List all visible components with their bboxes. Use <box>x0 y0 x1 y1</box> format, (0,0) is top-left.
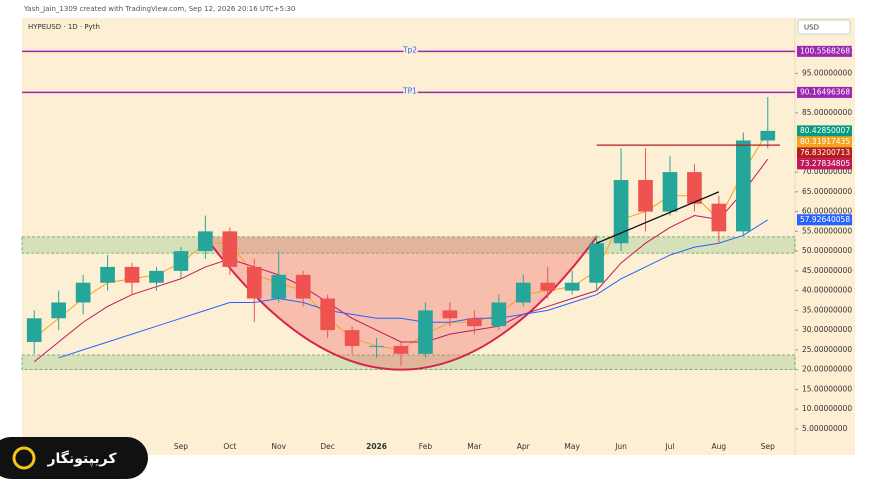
watermark: کریپتونگار <box>0 437 148 479</box>
candle-body <box>564 282 580 291</box>
y-tick-label: 95.00000000 <box>802 68 852 77</box>
candle-body <box>687 172 702 204</box>
y-tick-label: 40.00000000 <box>802 286 852 295</box>
x-tick-label: Sep <box>174 442 188 451</box>
candle-body <box>613 179 629 244</box>
y-tick-label: 15.00000000 <box>802 384 852 393</box>
x-tick-label: Oct <box>223 442 236 451</box>
candle-body <box>638 179 653 212</box>
candle-body <box>467 318 482 327</box>
chart-layer: 5.00000000 10.00000000 15.00000000 20.00000… <box>21 44 855 451</box>
x-tick-label: Apr <box>517 442 531 451</box>
y-tick-label: 35.00000000 <box>802 305 852 314</box>
x-tick-label: Mar <box>467 442 482 451</box>
watermark-bg <box>0 437 148 479</box>
x-tick-label: Nov <box>271 442 286 451</box>
candle-body <box>124 266 140 283</box>
candle-body <box>295 274 311 299</box>
y-tick-label: 85.00000000 <box>802 108 852 117</box>
symbol: HYPEUSD · 1D · Pyth <box>28 23 100 31</box>
x-tick-label: Jul <box>664 442 674 451</box>
credit: Yash_Jain_1309 created with TradingView.… <box>23 5 295 13</box>
x-tick-label: Aug <box>712 442 727 451</box>
x-tick-label: Jun <box>614 442 627 451</box>
candle-body <box>369 345 384 347</box>
price-tag-label: 90.16496368 <box>800 87 850 96</box>
cup-curve <box>204 236 598 371</box>
y-tick-label: 70.00000000 <box>802 167 852 176</box>
y-tick-label: 50.00000000 <box>802 246 852 255</box>
candle-body <box>418 310 433 354</box>
y-tick-label: 20.00000000 <box>802 365 852 374</box>
candle-body <box>540 282 556 291</box>
candle-body <box>271 274 287 299</box>
candle-body <box>246 266 262 299</box>
candle-body <box>100 266 115 283</box>
zone <box>21 354 796 371</box>
candle-body <box>760 130 776 141</box>
y-tick-label: 65.00000000 <box>802 187 852 196</box>
candle-body <box>589 243 604 283</box>
candle-body <box>491 302 507 327</box>
y-tick-label: 55.00000000 <box>802 226 852 235</box>
price-tag <box>797 125 852 137</box>
watermark-text: کریپتونگار <box>46 450 117 467</box>
y-tick-label: 10.00000000 <box>802 404 852 413</box>
candle-body <box>711 203 727 232</box>
watermark-icon <box>12 446 36 470</box>
price-tag <box>797 136 852 148</box>
currency: USD <box>804 24 819 32</box>
price-tag-label: 80.31917435 <box>800 137 850 146</box>
price-tag <box>797 158 852 170</box>
candle-body <box>320 298 335 331</box>
x-tick-label: May <box>564 442 580 451</box>
candle-body <box>173 251 189 271</box>
candle-body <box>344 330 360 346</box>
price-tag-label: 100.55682687 <box>800 46 855 55</box>
price-tag <box>797 86 852 98</box>
x-tick-label: Sep <box>761 442 775 451</box>
y-tick-label: 60.00000000 <box>802 207 852 216</box>
candle-body <box>735 140 751 232</box>
price-tag <box>797 214 852 226</box>
level-label: TP1 <box>402 86 417 95</box>
candle-body <box>198 231 213 252</box>
price-tag <box>797 45 852 57</box>
x-tick-label: Dec <box>320 442 335 451</box>
candle-body <box>393 345 409 354</box>
candle-body <box>75 282 91 303</box>
x-tick-label: 2026 <box>366 442 387 451</box>
trendline <box>596 191 720 244</box>
candle-body <box>26 318 42 342</box>
y-tick-label: 25.00000000 <box>802 345 852 354</box>
candle-body <box>515 282 531 303</box>
candle-body <box>149 270 164 283</box>
moving-average <box>58 219 769 359</box>
y-tick-label: 45.00000000 <box>802 266 852 275</box>
currency-box <box>797 19 851 35</box>
price-tag-label: 57.92640058 <box>800 215 850 224</box>
level-label: Tp2 <box>402 45 417 54</box>
price-tag-label: 76.83200713 <box>800 148 850 157</box>
candle-body <box>662 172 678 212</box>
price-tag-label: 80.42850007 <box>800 126 850 135</box>
price-tag <box>797 147 852 159</box>
y-tick-label: 5.00000000 <box>802 424 848 433</box>
y-tick-label: 30.00000000 <box>802 325 852 334</box>
candle-body <box>442 310 458 319</box>
price-tag-label: 73.27834805 <box>800 159 850 168</box>
x-tick-label: Feb <box>419 442 433 451</box>
candle-body <box>222 231 238 267</box>
candle-body <box>51 302 67 319</box>
